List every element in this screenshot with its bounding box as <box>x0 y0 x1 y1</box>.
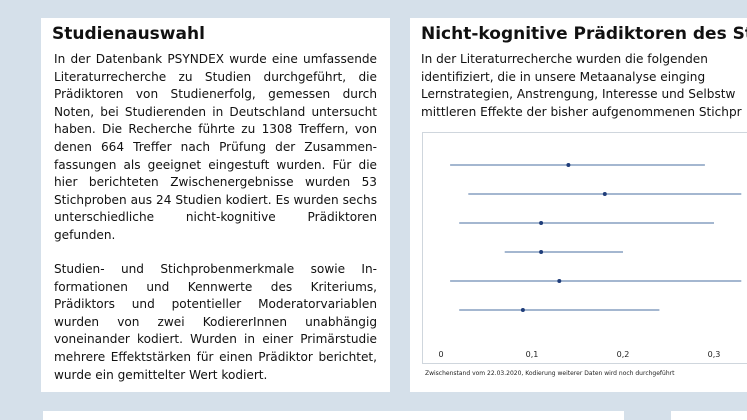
panel-title: Studienauswahl <box>52 24 205 44</box>
intro-line: identifiziert, die in unsere Metaanalyse… <box>421 69 706 84</box>
paragraph: Studien- und Stichprobenmerkmale sowie I… <box>54 262 377 382</box>
study-selection-panel: Studienauswahl In der Datenbank PSYNDEX … <box>41 18 390 392</box>
bottom-panel <box>43 411 624 420</box>
effect-point-5 <box>557 279 562 283</box>
intro-line: Lernstrategien, Anstrengung, Interesse u… <box>421 87 736 102</box>
effect-point-4 <box>539 250 544 254</box>
x-tick-label: 0 <box>438 350 443 359</box>
bottom-right-panel <box>671 411 747 420</box>
intro-line: In der Literaturrecherche wurden die fol… <box>421 52 708 66</box>
effect-point-3 <box>539 221 544 225</box>
effect-point-2 <box>602 192 607 196</box>
x-tick-label: 0,1 <box>526 350 539 359</box>
panel-title: Nicht-kognitive Prädiktoren des St <box>421 24 747 44</box>
effect-point-6 <box>520 308 525 312</box>
forest-plot: 0 0,1 0,2 0,3 <box>422 132 747 364</box>
intro-text: In der Literaturrecherche wurden die fol… <box>421 51 747 121</box>
x-tick-label: 0,3 <box>708 350 721 359</box>
noncognitive-predictors-panel: Nicht-kognitive Prädiktoren des St In de… <box>410 18 747 392</box>
forest-plot-svg: 0 0,1 0,2 0,3 <box>438 163 742 359</box>
effect-point-1 <box>566 163 571 167</box>
x-tick-label: 0,2 <box>617 350 630 359</box>
paragraph: In der Datenbank PSYNDEX wurde eine umfa… <box>54 52 377 242</box>
intro-line: mittleren Effekte der bisher aufgenommen… <box>421 104 742 119</box>
chart-note: Zwischenstand vom 22.03.2020, Kodierung … <box>425 370 675 377</box>
